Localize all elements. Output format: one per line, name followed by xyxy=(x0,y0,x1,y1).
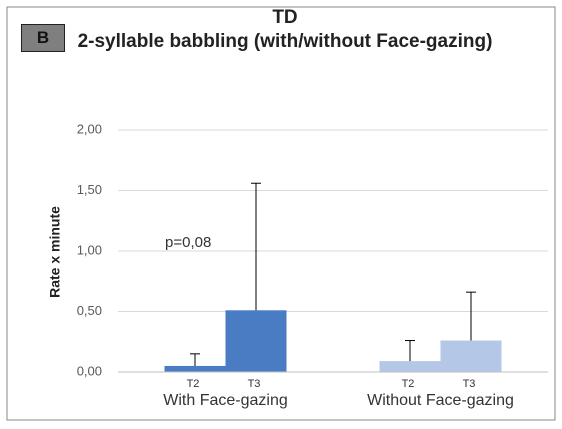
bar xyxy=(225,310,287,372)
y-tick-label: 0,00 xyxy=(77,363,102,378)
group-label: With Face-gazing xyxy=(163,392,288,409)
group-label: Without Face-gazing xyxy=(367,392,514,409)
y-axis-label: Rate x minute xyxy=(47,206,63,298)
bar xyxy=(440,340,502,372)
sub-label: T2 xyxy=(187,378,200,390)
sub-label: T3 xyxy=(463,378,476,390)
bar xyxy=(379,361,441,372)
y-tick-label: 1,50 xyxy=(77,182,102,197)
sub-label: T2 xyxy=(402,378,415,390)
titles: TD 2-syllable babbling (with/without Fac… xyxy=(70,6,500,54)
y-tick-label: 1,00 xyxy=(77,242,102,257)
bar xyxy=(164,365,226,372)
sub-label: T3 xyxy=(248,378,261,390)
annotation: p=0,08 xyxy=(165,234,211,251)
y-tick-label: 2,00 xyxy=(77,121,102,136)
y-tick-label: 0,50 xyxy=(77,303,102,318)
panel-label: B xyxy=(21,24,65,52)
chart-subtitle: 2-syllable babbling (with/without Face-g… xyxy=(77,31,493,52)
chart-title: TD xyxy=(272,7,298,28)
